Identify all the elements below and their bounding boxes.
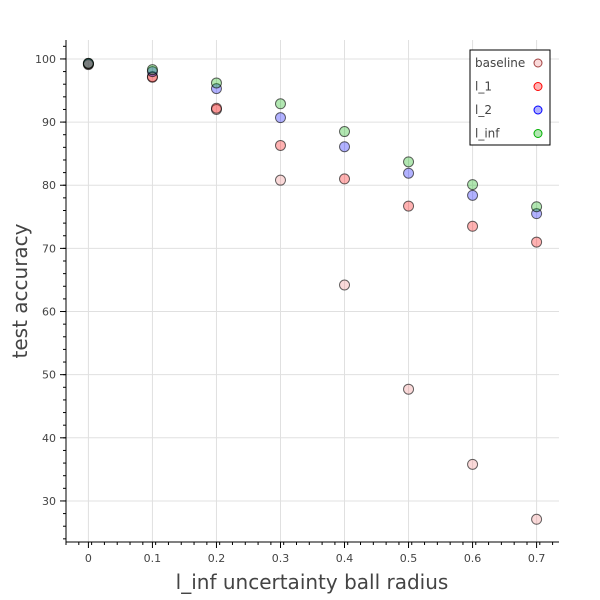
legend-label: baseline (475, 56, 525, 70)
y-tick-label: 100 (35, 53, 56, 66)
x-axis-title: l_inf uncertainty ball radius (176, 570, 449, 594)
data-point (274, 174, 286, 186)
y-tick-label: 60 (42, 306, 56, 319)
y-tick-label: 30 (42, 495, 56, 508)
legend-label: l_inf (475, 127, 500, 141)
data-point (82, 57, 94, 69)
data-point (146, 64, 158, 76)
data-point (531, 201, 543, 213)
data-points (82, 57, 543, 525)
y-tick-label: 40 (42, 432, 56, 445)
legend-marker (533, 82, 543, 91)
y-tick-label: 90 (42, 116, 56, 129)
data-point (467, 220, 479, 232)
data-point (467, 179, 479, 191)
legend-marker (533, 105, 543, 115)
series-l-inf (82, 57, 543, 213)
legend-label: l_2 (475, 103, 492, 117)
data-point (403, 167, 415, 179)
data-point (146, 71, 158, 83)
x-tick-label: 0.3 (272, 552, 290, 565)
x-axis-ticks: 0 0.1 0.2 0.3 0.4 0.5 0.6 0.7 (65, 542, 554, 565)
legend-marker (533, 129, 543, 138)
data-point (339, 126, 351, 138)
y-tick-label: 80 (42, 179, 56, 192)
data-point (467, 458, 479, 470)
x-tick-label: 0.1 (144, 552, 162, 565)
y-axis-ticks: 30 40 50 60 70 80 90 100 (35, 45, 66, 540)
data-point (339, 173, 351, 185)
x-tick-label: 0.2 (208, 552, 226, 565)
legend-marker (533, 58, 543, 68)
data-point (531, 513, 543, 525)
legend-label: l_1 (475, 80, 492, 94)
y-axis-title: test accuracy (8, 223, 32, 358)
legend-box (469, 49, 551, 146)
x-tick-label: 0.5 (400, 552, 418, 565)
x-tick-label: 0.4 (336, 552, 354, 565)
x-tick-label: 0 (85, 552, 92, 565)
data-point (403, 383, 415, 395)
data-point (531, 236, 543, 248)
data-point (403, 156, 415, 168)
axes (65, 40, 559, 543)
x-tick-label: 0.6 (464, 552, 482, 565)
data-point (274, 98, 286, 110)
data-point (403, 200, 415, 212)
data-point (210, 83, 222, 95)
data-point (210, 102, 222, 114)
y-tick-label: 70 (42, 242, 56, 255)
data-point (339, 279, 351, 291)
data-point (274, 139, 286, 151)
data-point (467, 189, 479, 201)
data-point (274, 112, 286, 124)
data-point (210, 77, 222, 89)
x-tick-label: 0.7 (528, 552, 546, 565)
y-tick-label: 50 (42, 369, 56, 382)
data-point (339, 141, 351, 153)
legend: baseline l_1 l_2 l_inf (469, 49, 551, 146)
